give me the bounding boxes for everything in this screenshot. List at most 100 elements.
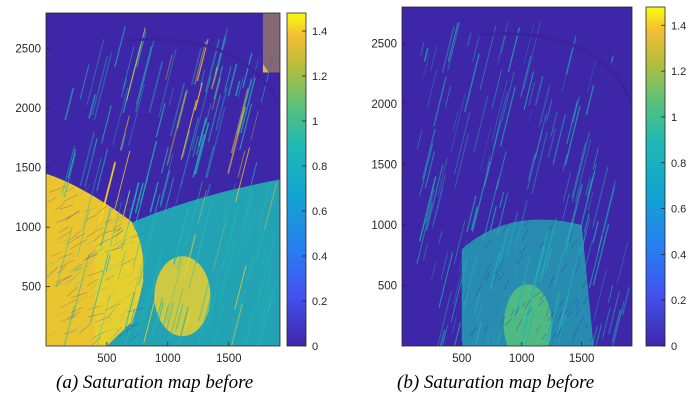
texture-streak bbox=[541, 229, 554, 276]
texture-streak bbox=[558, 298, 564, 308]
texture-streak bbox=[522, 227, 529, 240]
texture-streak bbox=[60, 315, 78, 323]
texture-streak bbox=[46, 260, 61, 266]
texture-streak bbox=[469, 326, 478, 337]
texture-streak bbox=[516, 253, 523, 265]
texture-streak bbox=[113, 190, 131, 253]
texture-streak bbox=[74, 277, 85, 287]
texture-streak bbox=[49, 185, 67, 193]
texture-streak bbox=[483, 272, 487, 280]
texture-streak bbox=[135, 294, 147, 337]
texture-streak bbox=[194, 122, 210, 175]
texture-streak bbox=[454, 133, 469, 189]
colorbar-tick-label: 1.2 bbox=[671, 66, 686, 78]
texture-streak bbox=[503, 280, 510, 290]
texture-streak bbox=[82, 157, 102, 232]
texture-streak bbox=[255, 222, 263, 245]
texture-streak bbox=[527, 246, 546, 315]
texture-streak bbox=[124, 270, 135, 279]
texture-streak bbox=[146, 141, 157, 181]
texture-streak bbox=[52, 281, 70, 288]
texture-streak bbox=[524, 220, 529, 227]
texture-streak bbox=[87, 248, 97, 259]
texture-streak bbox=[453, 260, 465, 305]
texture-streak bbox=[608, 290, 621, 335]
texture-streak bbox=[61, 145, 75, 196]
texture-streak bbox=[98, 161, 117, 224]
texture-streak bbox=[464, 53, 480, 112]
texture-streak bbox=[617, 242, 628, 284]
texture-streak bbox=[547, 128, 557, 158]
texture-streak bbox=[573, 297, 578, 304]
texture-streak bbox=[100, 207, 112, 247]
x-tick-label: 1000 bbox=[155, 353, 181, 365]
texture-streak bbox=[225, 247, 231, 263]
y-tick-label: 2500 bbox=[15, 44, 41, 56]
texture-streak bbox=[117, 328, 132, 338]
texture-streak bbox=[190, 47, 202, 85]
caption-b: (b) Saturation map before bbox=[397, 372, 595, 393]
y-tick-label: 2000 bbox=[371, 99, 397, 111]
texture-streak bbox=[527, 152, 536, 181]
texture-streak bbox=[67, 236, 80, 245]
texture-streak bbox=[215, 87, 228, 131]
texture-streak bbox=[491, 79, 508, 140]
texture-streak bbox=[486, 154, 491, 171]
texture-streak bbox=[240, 77, 256, 134]
texture-streak bbox=[519, 245, 527, 254]
texture-streak bbox=[564, 105, 581, 166]
texture-streak bbox=[237, 150, 246, 178]
texture-streak bbox=[566, 185, 582, 242]
texture-streak bbox=[235, 147, 251, 203]
texture-streak bbox=[563, 307, 570, 315]
y-tick-label: 1500 bbox=[15, 163, 41, 175]
texture-streak bbox=[124, 308, 136, 346]
texture-streak bbox=[516, 318, 523, 331]
texture-streak bbox=[514, 310, 518, 316]
texture-streak bbox=[57, 265, 66, 274]
texture-streak bbox=[498, 206, 502, 213]
texture-streak bbox=[148, 61, 164, 114]
texture-streak bbox=[523, 71, 535, 111]
texture-streak bbox=[565, 49, 573, 74]
texture-streak bbox=[499, 86, 516, 147]
texture-streak bbox=[101, 276, 111, 283]
texture-streak bbox=[183, 234, 197, 278]
texture-streak bbox=[592, 221, 599, 244]
texture-streak bbox=[513, 280, 526, 323]
x-tick-label: 500 bbox=[97, 353, 116, 365]
texture-streak bbox=[91, 55, 109, 116]
texture-streak bbox=[258, 180, 272, 227]
texture-streak bbox=[63, 330, 78, 335]
texture-streak bbox=[592, 148, 599, 170]
texture-streak bbox=[113, 327, 122, 336]
texture-streak bbox=[109, 200, 125, 212]
texture-streak bbox=[109, 297, 125, 309]
texture-streak bbox=[585, 84, 595, 116]
texture-streak bbox=[579, 218, 591, 260]
texture-streak bbox=[497, 21, 509, 63]
texture-streak bbox=[160, 146, 169, 174]
texture-streak bbox=[494, 268, 502, 275]
texture-streak bbox=[486, 329, 491, 346]
texture-streak bbox=[143, 288, 152, 320]
texture-streak bbox=[583, 213, 590, 233]
texture-streak bbox=[112, 238, 125, 247]
texture-streak bbox=[112, 241, 125, 251]
texture-streak bbox=[229, 297, 243, 346]
texture-streak bbox=[526, 306, 533, 315]
texture-streak bbox=[95, 238, 110, 247]
texture-streak bbox=[611, 309, 622, 343]
texture-streak bbox=[255, 289, 271, 346]
texture-streak bbox=[496, 190, 509, 237]
texture-streak bbox=[252, 55, 260, 80]
texture-streak bbox=[89, 291, 100, 298]
texture-streak bbox=[418, 176, 437, 242]
texture-streak bbox=[63, 305, 76, 346]
texture-streak bbox=[212, 219, 227, 271]
texture-streak bbox=[69, 326, 81, 332]
texture-streak bbox=[92, 138, 98, 154]
texture-streak bbox=[571, 131, 590, 202]
texture-streak bbox=[135, 38, 155, 112]
texture-streak bbox=[426, 69, 438, 109]
